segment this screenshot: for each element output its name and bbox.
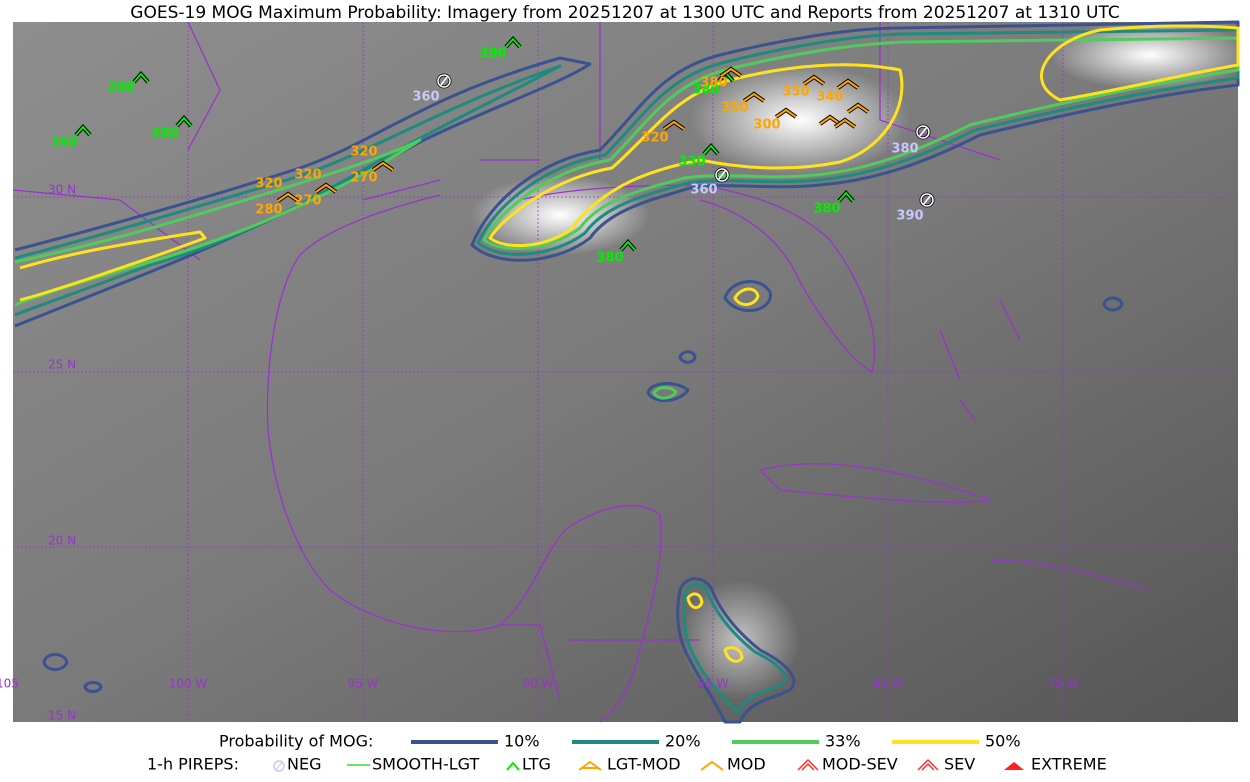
longitude-label: 90 W bbox=[523, 677, 554, 691]
report-altitude: 360 bbox=[690, 183, 717, 198]
mog-contours bbox=[14, 20, 1240, 724]
legend-title: Probability of MOG: bbox=[219, 732, 373, 751]
report-altitude: 380 bbox=[891, 142, 918, 157]
ltg-symbol bbox=[176, 116, 192, 127]
neg-symbol bbox=[918, 126, 928, 138]
neg-symbol bbox=[439, 75, 449, 87]
mod-symbol bbox=[834, 118, 856, 128]
neg-symbol bbox=[715, 168, 729, 182]
report-altitude: 320 bbox=[641, 131, 668, 146]
longitude-label: 80 W bbox=[873, 677, 904, 691]
mod-symbol bbox=[663, 120, 685, 130]
latitude-label: 15 N bbox=[48, 709, 76, 723]
report-altitude: 320 bbox=[350, 145, 377, 160]
ltg-symbol bbox=[505, 37, 521, 48]
report-altitude: 200 bbox=[107, 81, 134, 96]
report-altitude: 360 bbox=[412, 90, 439, 105]
latitude-label: 25 N bbox=[48, 358, 76, 372]
report-altitude: 300 bbox=[753, 118, 780, 133]
mod-symbol bbox=[277, 192, 299, 202]
ltg-symbol bbox=[703, 144, 719, 155]
report-altitude: 280 bbox=[255, 203, 282, 218]
mod-symbol bbox=[837, 79, 859, 89]
legend-item: SMOOTH-LGT bbox=[372, 755, 479, 774]
report-altitude: 380 bbox=[596, 251, 623, 266]
report-altitude: 380 bbox=[692, 83, 719, 98]
ltg-symbol bbox=[75, 125, 91, 136]
report-altitude: 350 bbox=[721, 101, 748, 116]
report-altitude: 380 bbox=[700, 76, 727, 91]
longitude-label: 105 bbox=[0, 677, 19, 691]
mod-symbol bbox=[315, 183, 337, 193]
legend-item: 20% bbox=[665, 732, 701, 751]
neg-symbol bbox=[922, 194, 932, 206]
longitude-label: 95 W bbox=[348, 677, 379, 691]
mod-symbol bbox=[743, 92, 765, 102]
ltg-symbol bbox=[838, 191, 854, 202]
report-altitude: 320 bbox=[294, 168, 321, 183]
report-altitude: 270 bbox=[350, 171, 377, 186]
mod-symbol bbox=[847, 103, 869, 113]
report-altitude: 330 bbox=[678, 155, 705, 170]
legend-item: LGT-MOD bbox=[607, 755, 681, 774]
report-altitude: 350 bbox=[782, 85, 809, 100]
longitude-label: 85 W bbox=[698, 677, 729, 691]
ltg-symbol bbox=[133, 72, 149, 83]
mod-symbol bbox=[803, 75, 825, 85]
legend-item: 10% bbox=[504, 732, 540, 751]
report-altitude: 390 bbox=[479, 47, 506, 62]
cloud bbox=[690, 65, 910, 175]
mod-symbol bbox=[720, 67, 742, 77]
report-altitude: 270 bbox=[294, 194, 321, 209]
neg-symbol bbox=[717, 169, 727, 181]
mod-symbol bbox=[819, 115, 841, 125]
legend-item: NEG bbox=[287, 755, 321, 774]
legend-title: 1-h PIREPS: bbox=[147, 755, 239, 774]
latitude-label: 30 N bbox=[48, 183, 76, 197]
neg-symbol bbox=[437, 74, 451, 88]
report-altitude: 320 bbox=[255, 177, 282, 192]
report-altitude: 380 bbox=[813, 202, 840, 217]
longitude-label: 100 W bbox=[169, 677, 208, 691]
legend-item: MOD-SEV bbox=[822, 755, 898, 774]
legend-item: 33% bbox=[825, 732, 861, 751]
latitude-label: 20 N bbox=[48, 534, 76, 548]
gridlines bbox=[13, 22, 1238, 722]
neg-symbol bbox=[920, 193, 934, 207]
ltg-symbol bbox=[620, 240, 636, 251]
mod-symbol bbox=[775, 108, 797, 118]
title: GOES-19 MOG Maximum Probability: Imagery… bbox=[130, 3, 1119, 23]
report-altitude: 390 bbox=[896, 209, 923, 224]
longitude-label: 75 W bbox=[1048, 677, 1079, 691]
neg-symbol bbox=[916, 125, 930, 139]
coastlines bbox=[12, 21, 1151, 723]
legend-item: SEV bbox=[944, 755, 975, 774]
legend-item: EXTREME bbox=[1031, 755, 1107, 774]
report-altitude: 380 bbox=[151, 127, 178, 142]
legend-item: LTG bbox=[522, 755, 551, 774]
mod-symbol bbox=[372, 161, 394, 171]
legend-item: MOD bbox=[727, 755, 766, 774]
report-altitude: 340 bbox=[816, 90, 843, 105]
legend: Probability of MOG: 10% 20% 33% 50% 1-h … bbox=[147, 732, 1107, 774]
legend-item: 50% bbox=[985, 732, 1021, 751]
report-altitude: 390 bbox=[50, 136, 77, 151]
